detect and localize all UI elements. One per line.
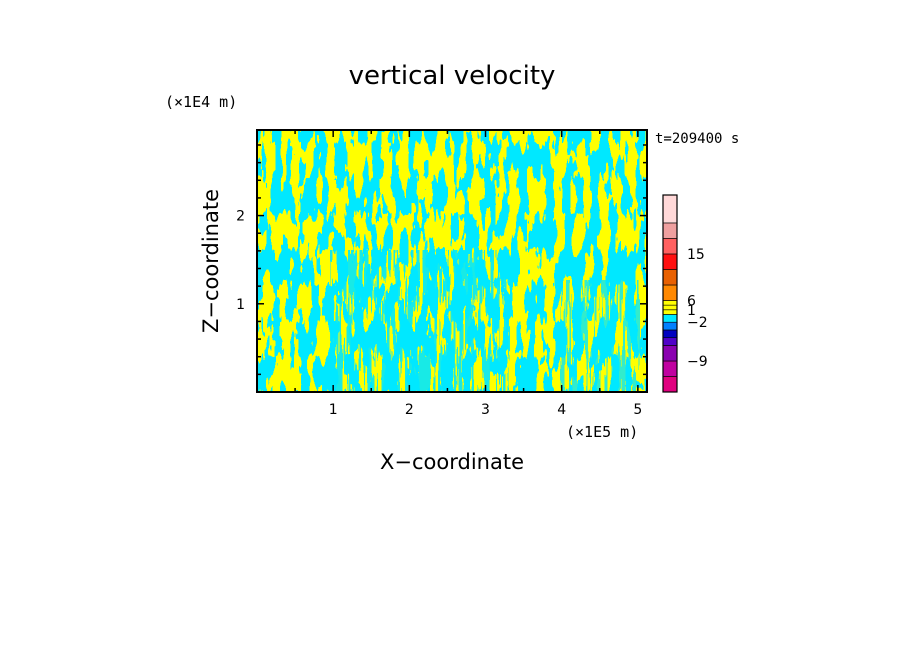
colorbar-segment — [662, 253, 678, 270]
time-label: t=209400 s — [655, 131, 739, 147]
x-axis-unit: (×1E5 m) — [566, 423, 638, 441]
y-tick-label: 1 — [236, 297, 245, 313]
chart-title: vertical velocity — [349, 61, 556, 91]
colorbar-tick-label: −2 — [687, 315, 708, 331]
colorbar-segment — [662, 194, 678, 224]
field-negative-streaks-right — [560, 280, 640, 392]
x-axis: 1 2 3 4 5 — [294, 130, 642, 418]
colorbar-segment — [662, 238, 678, 255]
colorbar-frame — [662, 194, 678, 393]
x-tick-label: 1 — [329, 402, 338, 418]
contour-field — [257, 130, 647, 392]
colorbar-segment — [662, 321, 678, 331]
colorbar-segment — [662, 304, 678, 311]
y-tick-label: 2 — [236, 209, 245, 225]
x-tick-label: 4 — [557, 402, 566, 418]
colorbar-segment — [662, 345, 678, 362]
y-axis-unit: (×1E4 m) — [165, 93, 237, 111]
colorbar-segment — [662, 329, 678, 339]
field-negative-streaks — [330, 250, 510, 392]
colorbar-segment — [662, 309, 678, 315]
colorbar-segment — [662, 360, 678, 377]
colorbar-tick-label: −9 — [687, 354, 708, 370]
colorbar-segment — [662, 300, 678, 306]
colorbar-tick-label: 1 — [687, 303, 696, 319]
colorbar: 15 61−2 −9 — [662, 194, 708, 393]
y-axis-title: Z−coordinate — [199, 189, 223, 333]
colorbar-tick-label: 6 — [687, 293, 696, 309]
colorbar-tick-label: 15 — [687, 247, 705, 263]
x-tick-label: 3 — [481, 402, 490, 418]
colorbar-segment — [662, 222, 678, 239]
plot-frame — [256, 129, 648, 393]
colorbar-segment — [662, 314, 678, 323]
colorbar-segment — [662, 337, 678, 346]
colorbar-segment — [662, 284, 678, 301]
x-tick-label: 2 — [405, 402, 414, 418]
y-axis: 12 — [236, 144, 647, 376]
colorbar-segment — [662, 376, 678, 393]
x-tick-label: 5 — [633, 402, 642, 418]
x-axis-title: X−coordinate — [380, 450, 524, 474]
colorbar-segment — [662, 269, 678, 286]
